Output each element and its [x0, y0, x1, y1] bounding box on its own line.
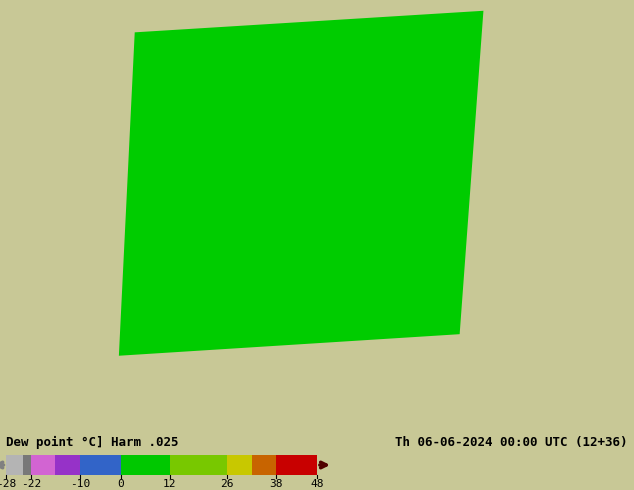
Bar [252, 455, 276, 475]
Bar [121, 455, 170, 475]
Bar [227, 455, 252, 475]
Text: Th 06-06-2024 00:00 UTC (12+36): Th 06-06-2024 00:00 UTC (12+36) [395, 436, 628, 449]
Text: -22: -22 [21, 479, 41, 489]
Text: -28: -28 [0, 479, 16, 489]
Bar [31, 455, 55, 475]
Text: 12: 12 [163, 479, 177, 489]
Text: -10: -10 [70, 479, 90, 489]
Bar [55, 455, 80, 475]
Bar [170, 455, 227, 475]
Polygon shape [119, 11, 484, 356]
Text: 0: 0 [117, 479, 124, 489]
Bar [23, 455, 31, 475]
Text: Dew point °C] Harm .025: Dew point °C] Harm .025 [6, 436, 179, 449]
Bar [80, 455, 121, 475]
Text: 38: 38 [269, 479, 283, 489]
Bar [276, 455, 317, 475]
Text: 26: 26 [221, 479, 234, 489]
Bar [6, 455, 23, 475]
Text: 48: 48 [310, 479, 324, 489]
